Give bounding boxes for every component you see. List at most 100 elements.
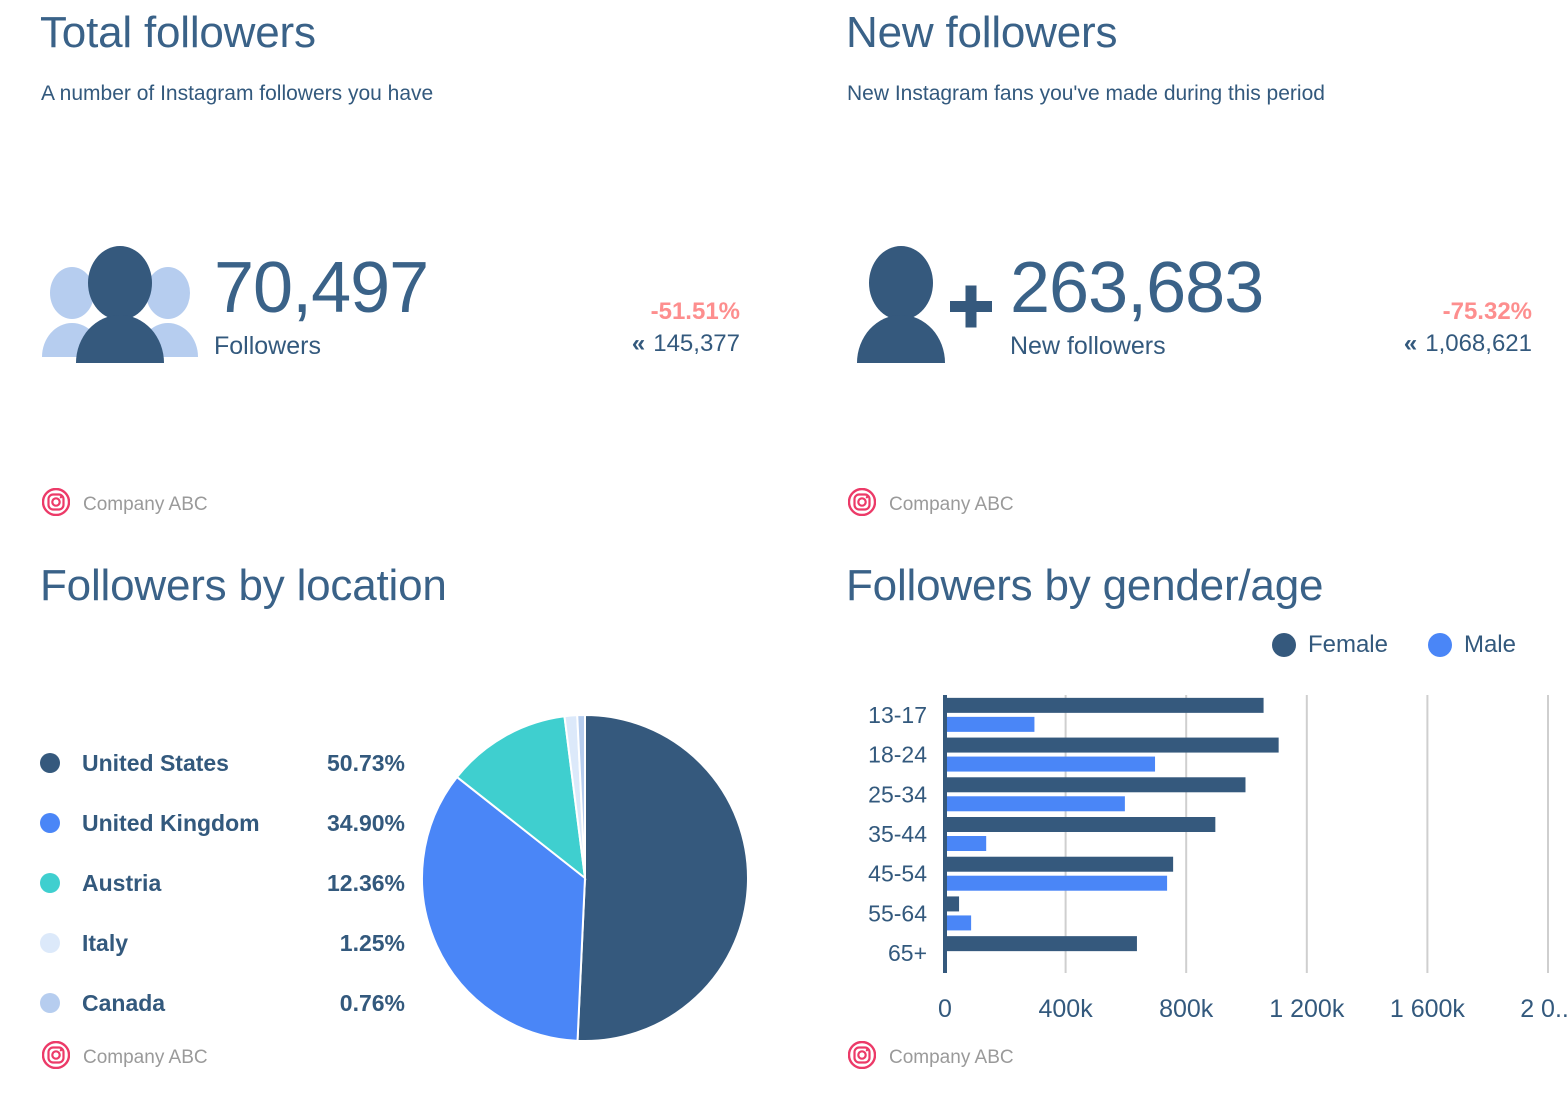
page-title: Total followers [40,8,316,57]
kpi-comparison-total: -51.51% «145,377 [430,296,740,362]
legend-item-female[interactable]: Female [1271,631,1388,659]
x-axis-tick-label: 1 200k [1269,995,1345,1023]
kpi-new-followers: 263,683 New followers [846,245,1264,370]
bar-female[interactable] [947,856,1174,872]
bar-female[interactable] [947,697,1264,713]
legend-country-label: Italy [82,929,129,956]
legend-country-label: Canada [82,989,166,1016]
panel-followers-by-location: Followers by location United States 50.73… [0,553,806,1106]
legend-percent-value: 12.36% [326,869,405,896]
legend-country-label: Austria [82,869,162,896]
kpi-previous-number: 145,377 [653,330,740,358]
legend-color-dot [40,873,60,893]
kpi-previous-value: «1,068,621 [1222,327,1532,362]
gender-legend: Female Male [1232,631,1516,659]
bar-female[interactable] [947,777,1246,793]
x-axis-tick-label: 800k [1159,995,1214,1023]
instagram-icon [41,487,71,521]
y-axis-tick-label: 45-54 [868,861,927,887]
pie-slice[interactable] [576,713,586,879]
source-label: Company ABC [889,1046,1014,1068]
panel-followers-by-gender-age: Followers by gender/age Female Male 13-17… [806,553,1568,1106]
legend-color-dot [40,813,60,833]
source-label: Company ABC [83,493,208,515]
source-attribution: Company ABC [847,1040,1014,1074]
group-people-icon [40,245,200,370]
source-attribution: Company ABC [41,487,208,521]
double-chevron-left-icon: « [631,330,646,358]
list-item[interactable]: United Kingdom 34.90% [40,793,405,853]
source-label: Company ABC [83,1046,208,1068]
bar-male[interactable] [947,836,987,851]
legend-percent-value: 0.76% [339,989,405,1016]
kpi-previous-value: «145,377 [430,327,740,362]
bar-male[interactable] [947,875,1168,891]
location-legend-list: United States 50.73% United Kingdom 34.90% A… [40,733,405,1033]
y-axis-tick-label: 25-34 [868,781,927,807]
x-axis-tick-label: 400k [1038,995,1093,1023]
list-item[interactable]: United States 50.73% [40,733,405,793]
legend-label: Female [1307,631,1388,658]
panel-title-new-followers: New followers [846,8,1118,57]
y-axis-tick-label: 13-17 [868,702,927,728]
bar-female[interactable] [947,936,1137,952]
panel-subtitle: New Instagram fans you've made during th… [847,82,1325,105]
instagram-icon [847,487,877,521]
pie-slice[interactable] [576,713,749,1042]
y-axis-tick-label: 18-24 [868,742,927,768]
panel-total-followers: Total followers A number of Instagram fo… [0,0,806,553]
list-item[interactable]: Italy 1.25% [40,913,405,973]
kpi-previous-number: 1,068,621 [1425,330,1532,358]
double-chevron-left-icon: « [1403,330,1418,358]
x-axis-tick-label: 0 [938,995,952,1023]
panel-title-by-gender-age: Followers by gender/age [846,561,1324,610]
legend-color-dot [1427,633,1452,657]
kpi-delta-badge: -75.32% [1442,298,1532,325]
panel-title-by-location: Followers by location [40,561,447,610]
kpi-label: Followers [214,332,321,361]
instagram-icon [847,1040,877,1074]
kpi-total-followers: 70,497 Followers [40,245,429,370]
kpi-value: 70,497 [214,247,429,328]
list-item[interactable]: Austria 12.36% [40,853,405,913]
pie-slice[interactable] [421,775,587,1042]
legend-country-label: United States [82,749,229,776]
legend-percent-value: 50.73% [326,749,405,776]
bar-female[interactable] [947,737,1279,753]
list-item[interactable]: Canada 0.76% [40,973,405,1033]
bar-male[interactable] [947,756,1156,772]
source-label: Company ABC [889,493,1014,515]
pie-slice[interactable] [455,715,587,881]
y-axis-tick-label: 55-64 [868,900,927,926]
kpi-label: New followers [1010,332,1166,361]
source-attribution: Company ABC [41,1040,208,1074]
bar-male[interactable] [947,796,1125,812]
legend-label: Male [1463,631,1516,658]
kpi-comparison-new: -75.32% «1,068,621 [1222,296,1532,362]
legend-country-label: United Kingdom [82,809,260,836]
legend-percent-value: 1.25% [339,929,405,956]
bar-female[interactable] [947,896,960,912]
y-axis-tick-label: 65+ [888,940,927,966]
bar-male[interactable] [947,716,1035,732]
bar-male[interactable] [947,915,972,931]
legend-percent-value: 34.90% [326,809,405,836]
location-pie-chart [415,708,755,1053]
bar-female[interactable] [947,817,1216,832]
x-axis-tick-label: 1 600k [1390,995,1466,1023]
legend-color-dot [40,933,60,953]
legend-color-dot [40,993,60,1013]
person-plus-icon [846,245,996,370]
kpi-value: 263,683 [1010,247,1264,328]
panel-new-followers: New followers New Instagram fans you've … [806,0,1568,553]
panel-subtitle: A number of Instagram followers you have [41,82,434,105]
x-axis-tick-label: 2 0... [1520,995,1568,1023]
kpi-delta-badge: -51.51% [650,298,740,325]
y-axis-tick-label: 35-44 [868,821,927,847]
legend-color-dot [40,753,60,773]
source-attribution: Company ABC [847,487,1014,521]
instagram-icon [41,1040,71,1074]
legend-color-dot [1271,633,1296,657]
legend-item-male[interactable]: Male [1427,631,1516,659]
